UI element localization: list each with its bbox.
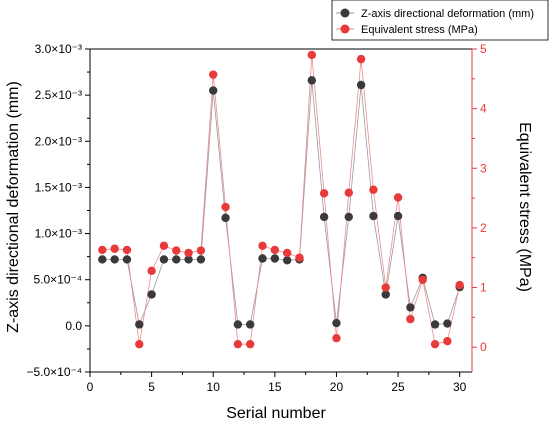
legend-label-stress: Equivalent stress (MPa) — [361, 24, 478, 36]
x-tick-label: 20 — [330, 380, 344, 394]
stress-point — [159, 241, 169, 250]
x-axis-label: Serial number — [226, 405, 326, 422]
deformation-point — [307, 76, 317, 85]
stress-point — [98, 245, 107, 255]
y-right-tick-label: 0 — [480, 340, 487, 354]
y-left-tick-label: −5.0×10⁻⁴ — [26, 365, 82, 379]
x-tick-label: 15 — [268, 380, 282, 394]
stress-point — [369, 185, 378, 194]
legend-label-deformation: Z-axis directional deformation (mm) — [361, 8, 534, 20]
y-left-tick-label: 0.0 — [65, 319, 82, 333]
deformation-point — [282, 256, 292, 265]
series-layer — [98, 50, 464, 349]
deformation-point — [369, 211, 378, 221]
y-left-tick-label: 1.5×10⁻³ — [35, 180, 82, 194]
stress-point — [282, 248, 292, 258]
deformation-point — [147, 290, 156, 299]
deformation-point — [258, 254, 267, 263]
stress-point — [258, 241, 267, 250]
stress-point — [135, 339, 144, 349]
x-tick-label: 0 — [87, 380, 94, 394]
stress-point — [110, 244, 119, 253]
stress-point — [196, 246, 206, 255]
deformation-point — [393, 211, 403, 221]
stress-point — [406, 314, 415, 324]
deformation-point — [430, 320, 440, 329]
stress-point — [245, 339, 255, 349]
y-axis-left-label: Z-axis directional deformation (mm) — [5, 81, 22, 333]
deformation-point — [332, 318, 341, 328]
stress-point — [418, 275, 427, 284]
deformation-point — [406, 303, 415, 312]
deformation-point — [172, 255, 181, 264]
y-axis-right-label: Equivalent stress (MPa) — [516, 122, 533, 292]
stress-point — [209, 70, 218, 79]
stress-point — [344, 188, 353, 197]
deformation-point — [356, 80, 366, 90]
y-right-tick-label: 1 — [480, 281, 487, 295]
stress-point — [184, 248, 193, 258]
x-tick-label: 10 — [207, 380, 221, 394]
x-tick-label: 25 — [391, 380, 405, 394]
legend-marker-stress — [340, 24, 350, 34]
stress-point — [356, 54, 366, 64]
legend-box — [331, 0, 549, 41]
deformation-point — [344, 212, 353, 222]
stress-point — [221, 202, 230, 212]
y-left-tick-label: 5.0×10⁻⁴ — [33, 273, 82, 287]
y-right-tick-label: 5 — [480, 42, 487, 56]
deformation-point — [110, 255, 119, 264]
series-line-stress — [102, 54, 461, 345]
stress-point — [172, 246, 181, 255]
axes-layer: 0 5 10 15 20 25 30−5.0×10⁻⁴0.05.0×10⁻⁴1.0×10⁻³… — [26, 42, 487, 394]
deformation-point — [221, 213, 230, 223]
y-left-tick-label: 1.0×10⁻³ — [35, 227, 82, 241]
deformation-point — [122, 255, 132, 264]
stress-point — [393, 193, 403, 202]
deformation-point — [184, 255, 193, 264]
stress-point — [295, 253, 304, 262]
y-right-tick-label: 3 — [480, 161, 487, 175]
deformation-point — [443, 319, 452, 328]
stress-point — [381, 283, 390, 292]
stress-point — [455, 280, 464, 290]
deformation-point — [233, 320, 243, 329]
stress-point — [430, 339, 440, 349]
deformation-point — [319, 212, 329, 222]
y-left-tick-label: 3.0×10⁻³ — [35, 42, 82, 56]
stress-point — [270, 245, 280, 255]
stress-point — [332, 334, 341, 343]
x-tick-label: 30 — [453, 380, 467, 394]
deformation-point — [98, 255, 107, 264]
deformation-point — [245, 320, 255, 329]
stress-point — [319, 189, 329, 198]
stress-point — [233, 339, 243, 349]
stress-point — [147, 266, 156, 276]
series-line-deformation — [102, 80, 461, 326]
stress-point — [122, 245, 132, 255]
stress-point — [443, 336, 452, 346]
deformation-point — [270, 254, 280, 263]
y-right-tick-label: 2 — [480, 221, 487, 235]
y-left-tick-label: 2.5×10⁻³ — [35, 88, 82, 102]
deformation-point — [381, 290, 390, 299]
stress-point — [307, 50, 317, 60]
deformation-point — [209, 86, 218, 95]
y-left-tick-label: 2.0×10⁻³ — [35, 134, 82, 148]
deformation-point — [196, 255, 206, 264]
y-right-tick-label: 4 — [480, 102, 487, 116]
legend-marker-deformation — [340, 8, 350, 18]
deformation-point — [159, 255, 169, 264]
legend: Z-axis directional deformation (mm) Equi… — [331, 0, 549, 41]
x-tick-label: 5 — [148, 380, 155, 394]
deformation-point — [135, 320, 144, 329]
